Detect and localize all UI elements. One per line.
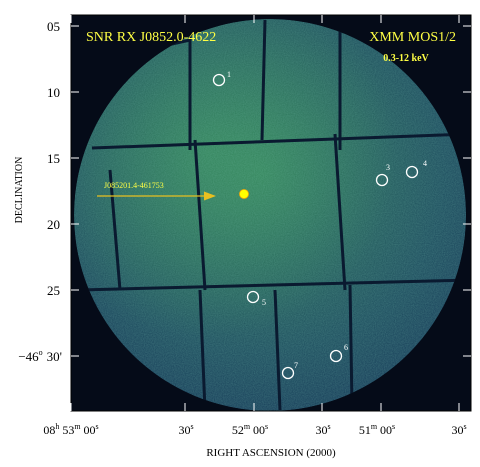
x-tick-label: 30s <box>178 422 193 437</box>
x-tick-label: 30s <box>451 422 466 437</box>
source-marker: 1 <box>212 70 231 87</box>
source-marker: 6 <box>329 343 348 363</box>
x-tick-label: 30s <box>315 422 330 437</box>
y-axis-title: DECLINATION <box>14 157 25 224</box>
x-tick-labels: 08h 53m 00s 30s 52m 00s 30s 51m 00s 30s <box>43 422 466 437</box>
x-axis-title: RIGHT ASCENSION (2000) <box>206 447 336 459</box>
title-left: SNR RX J0852.0-4622 <box>86 30 216 45</box>
svg-text:7: 7 <box>294 361 298 370</box>
source-marker: 7 <box>281 361 298 380</box>
x-tick-label: 52m 00s <box>232 422 268 437</box>
y-tick-label-dec: −46o 30' <box>18 348 62 364</box>
svg-text:6: 6 <box>344 343 348 352</box>
y-tick-label: 25 <box>47 283 60 298</box>
y-tick-label: 10 <box>47 85 60 100</box>
y-tick-label: 15 <box>47 151 60 166</box>
source-name-label: J085201.4-461753 <box>104 181 164 190</box>
y-tick-labels: 05 10 15 20 25 −46o 30' <box>18 19 62 364</box>
y-tick-label: 20 <box>47 217 60 232</box>
y-tick-label: 05 <box>47 19 60 34</box>
svg-text:1: 1 <box>227 70 231 79</box>
plot-frame <box>70 14 472 412</box>
svg-text:5: 5 <box>262 298 266 307</box>
x-tick-label: 08h 53m 00s <box>43 422 98 437</box>
xray-image <box>71 15 471 411</box>
svg-text:4: 4 <box>423 159 427 168</box>
pointer-arrow-head <box>204 191 216 201</box>
source-marker: 4 <box>405 159 427 179</box>
source-marker: 3 <box>375 163 390 187</box>
title-right: XMM MOS1/2 <box>369 30 456 45</box>
x-tick-label: 51m 00s <box>359 422 395 437</box>
y-tick-marks <box>71 25 471 357</box>
svg-text:3: 3 <box>386 163 390 172</box>
central-source-dot <box>239 189 249 199</box>
numbered-sources: 1 3 4 5 6 7 <box>212 70 427 380</box>
energy-band: 0.3-12 keV <box>383 53 429 64</box>
source-marker: 5 <box>246 290 266 307</box>
x-tick-marks <box>70 15 460 411</box>
